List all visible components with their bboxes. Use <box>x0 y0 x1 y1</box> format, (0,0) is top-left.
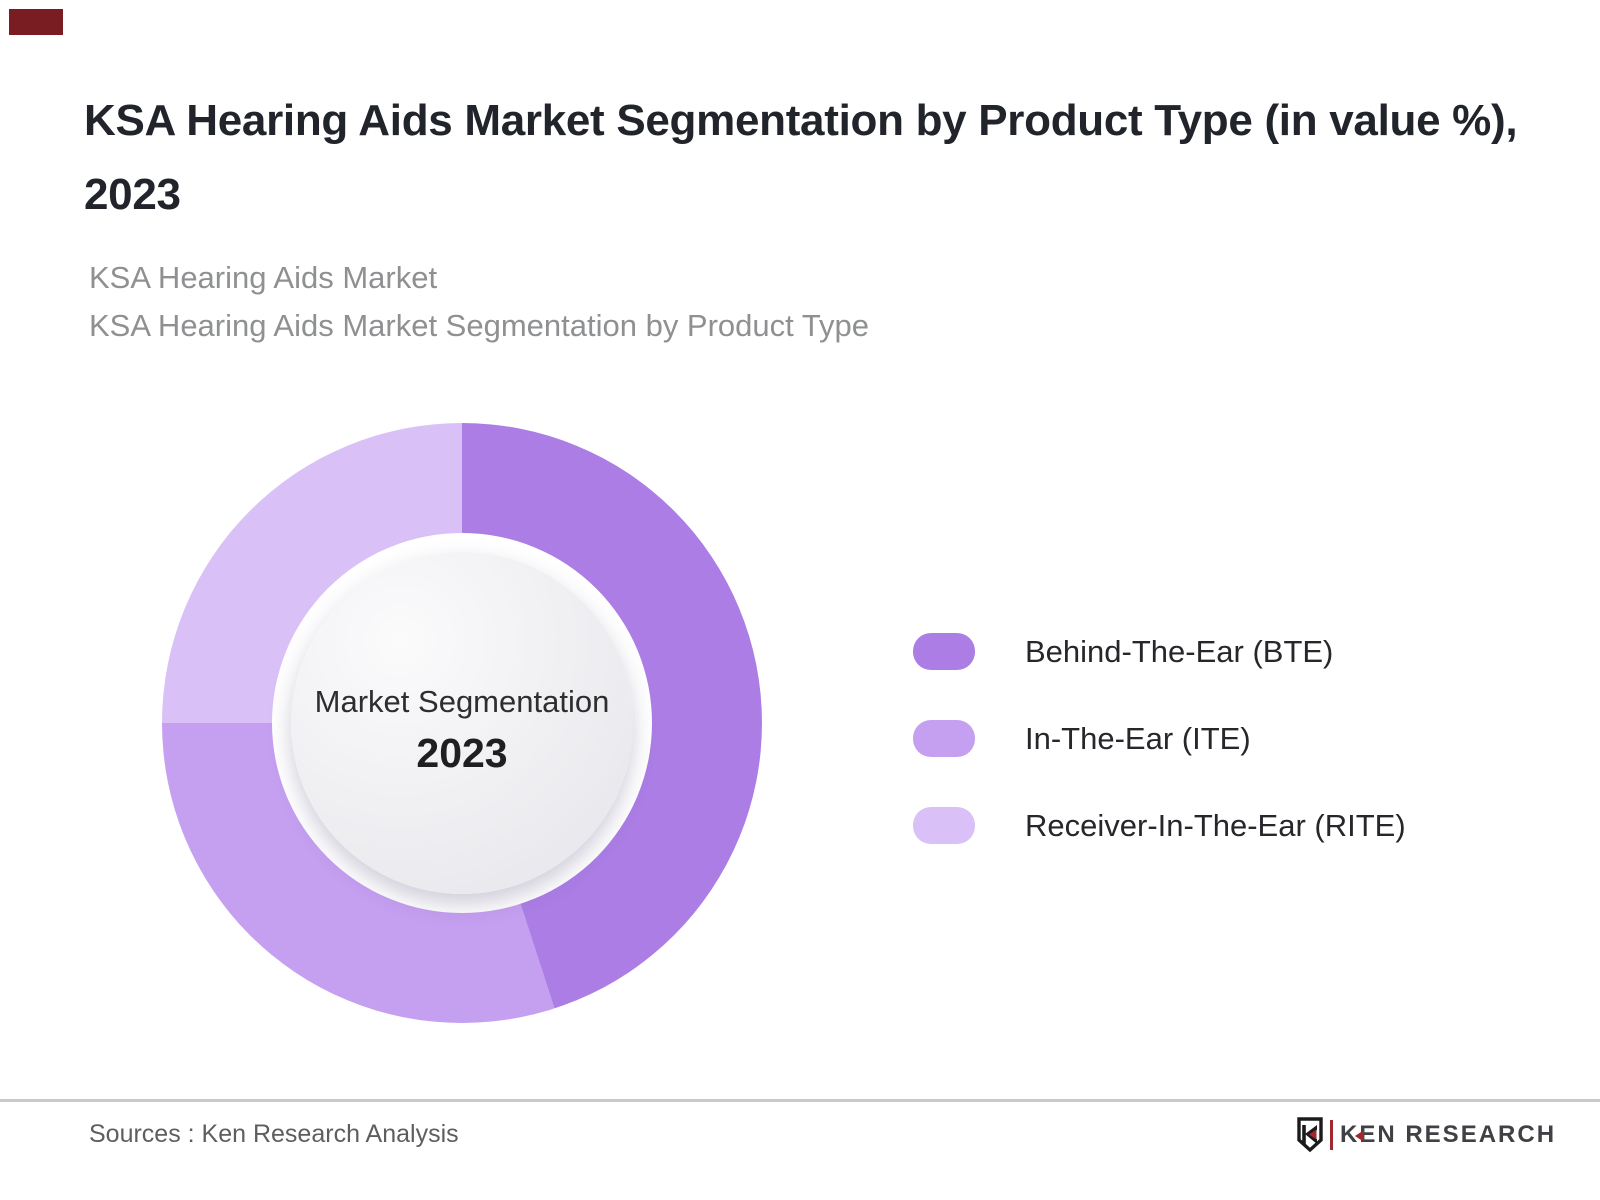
corner-accent-mark <box>9 9 63 35</box>
ken-research-logo: KEN RESEARCH <box>1296 1117 1556 1153</box>
page-title: KSA Hearing Aids Market Segmentation by … <box>84 96 1518 219</box>
sources-note: Sources : Ken Research Analysis <box>89 1120 459 1148</box>
center-label-year: 2023 <box>416 729 508 776</box>
legend: Behind-The-Ear (BTE) In-The-Ear (ITE) Re… <box>913 633 1406 894</box>
ken-research-shield-icon <box>1297 1117 1323 1153</box>
donut-hole: Market Segmentation 2023 <box>272 533 652 913</box>
legend-item-rite: Receiver-In-The-Ear (RITE) <box>913 807 1406 844</box>
legend-label-ite: In-The-Ear (ITE) <box>1025 720 1251 756</box>
legend-swatch-ite <box>913 720 975 757</box>
legend-item-bte: Behind-The-Ear (BTE) <box>913 633 1406 670</box>
subtitle-block: KSA Hearing Aids Market KSA Hearing Aids… <box>89 254 1289 350</box>
legend-swatch-rite <box>913 807 975 844</box>
donut-chart: Market Segmentation 2023 <box>162 423 762 1023</box>
footer-divider <box>0 1099 1600 1102</box>
donut-center-label: Market Segmentation 2023 <box>291 552 633 894</box>
brand-k-triangle-icon <box>1355 1130 1364 1142</box>
subtitle-line-1: KSA Hearing Aids Market <box>89 260 438 295</box>
logo-divider-bar <box>1330 1120 1333 1150</box>
brand-name: KEN RESEARCH <box>1340 1121 1557 1148</box>
legend-swatch-bte <box>913 633 975 670</box>
legend-label-bte: Behind-The-Ear (BTE) <box>1025 633 1334 669</box>
center-label-text: Market Segmentation <box>314 683 610 719</box>
legend-item-ite: In-The-Ear (ITE) <box>913 720 1406 757</box>
legend-label-rite: Receiver-In-The-Ear (RITE) <box>1025 807 1406 843</box>
subtitle-line-2: KSA Hearing Aids Market Segmentation by … <box>89 308 870 343</box>
